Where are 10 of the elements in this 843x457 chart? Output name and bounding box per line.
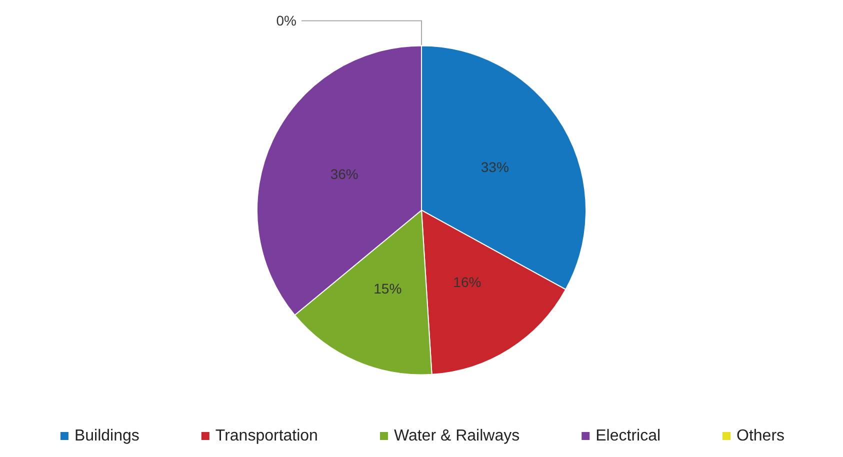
legend-label: Water & Railways [394,428,520,444]
legend-label: Electrical [596,428,661,444]
legend-label: Transportation [215,428,318,444]
data-label: 33% [480,158,509,175]
data-label: 15% [374,280,402,296]
text: 0% [276,12,296,29]
legend-label: Others [736,428,785,444]
data-label: 16% [453,274,482,290]
legend-label: Buildings [74,428,140,444]
data-label: 36% [330,166,358,182]
